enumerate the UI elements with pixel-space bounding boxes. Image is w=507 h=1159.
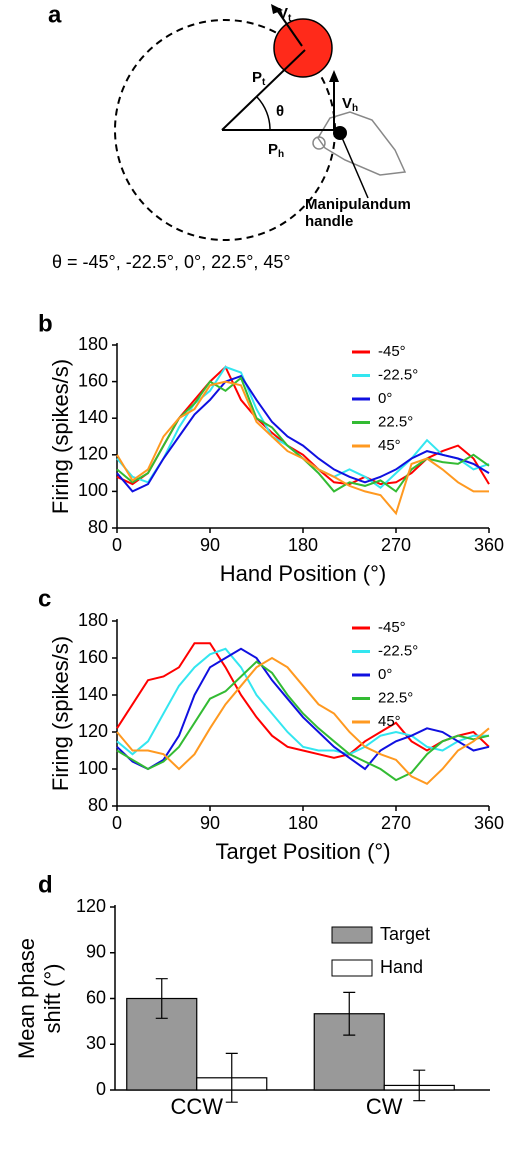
y-tick-label: 120 [76,896,106,916]
panel-label: a [48,1,62,28]
legend-label: Target [380,924,430,944]
x-tick-label: 90 [200,813,220,833]
legend-label: -22.5° [378,366,418,383]
y-tick-label: 80 [88,517,108,537]
subscript: h [278,149,284,160]
legend-label: Hand [380,957,423,977]
x-tick-label: 180 [288,535,318,555]
vh-label: Vh [342,95,358,114]
legend-swatch [331,926,373,944]
pointer [339,132,369,199]
y-tick-label: 30 [86,1033,106,1053]
diagram: a Vt Pt θ Vh Ph Manipulandum handle θ = … [48,1,411,271]
angle-arc [256,96,271,131]
series-line [116,642,490,759]
error-bar [155,978,168,1019]
error-bar [413,1069,426,1102]
pt-vector [221,49,306,131]
y-axis-label: Firing (spikes/s) [48,636,73,791]
handle-label: handle [305,213,353,230]
subscript: t [262,77,266,88]
x-axis-label: Hand Position (°) [220,561,387,586]
x-tick-label: 0 [112,535,122,555]
panel-label: d [38,871,53,898]
y-axis-label: shift (°) [40,964,65,1034]
series-line [116,374,490,493]
y-tick-label: 90 [86,942,106,962]
legend-label: 0° [378,666,392,683]
y-tick-label: 180 [78,610,108,630]
subscript: h [352,103,358,114]
x-tick-label: 270 [381,535,411,555]
subscript: t [288,13,292,24]
legend-label: 0° [378,390,392,407]
y-tick-label: 60 [86,987,106,1007]
panel-label: c [38,585,51,612]
series-line [116,380,489,516]
pt-label: Pt [252,69,266,88]
series-line [116,376,490,493]
label: P [252,69,262,86]
x-tick-label: 0 [112,813,122,833]
legend-label: -22.5° [378,642,418,659]
y-tick-label: 120 [78,444,108,464]
vt-arrow [276,9,303,47]
arrowhead [329,70,339,82]
y-tick-label: 160 [78,647,108,667]
x-axis-label: Target Position (°) [215,839,390,864]
y-tick-label: 100 [78,758,108,778]
panel-label: b [38,310,53,337]
x-tick-label: CCW [170,1094,223,1119]
error-bar [225,1052,238,1103]
series-line [116,656,490,785]
thumb [312,136,326,150]
ph-label: Ph [268,141,284,160]
y-tick-label: 180 [78,334,108,354]
series-line [116,660,490,782]
x-tick-label: CW [366,1094,403,1119]
y-tick-label: 0 [96,1079,106,1099]
legend-label: 22.5° [378,689,413,706]
y-axis-label: Mean phase [14,938,39,1059]
hand-outline [317,111,407,176]
x-tick-label: 360 [474,535,504,555]
y-tick-label: 160 [78,370,108,390]
y-tick-label: 120 [78,721,108,741]
handle-label: Manipulandum [305,196,411,213]
caption: θ = -45°, -22.5°, 0°, 22.5°, 45° [52,252,291,272]
legend-label: -45° [378,619,406,636]
y-tick-label: 140 [78,407,108,427]
target [273,18,333,78]
legend-label: 45° [378,437,401,454]
label: V [278,5,288,22]
x-tick-label: 180 [288,813,318,833]
label: P [268,141,278,158]
error-bar [343,991,356,1036]
x-tick-label: 270 [381,813,411,833]
y-tick-label: 80 [88,795,108,815]
label: V [342,95,352,112]
legend-label: 45° [378,713,401,730]
legend-swatch [331,959,373,977]
y-tick-label: 100 [78,480,108,500]
y-axis-label: Firing (spikes/s) [48,359,73,514]
x-tick-label: 360 [474,813,504,833]
vt-label: Vt [278,5,292,24]
legend-label: 22.5° [378,413,413,430]
series-line [116,647,490,771]
legend-label: -45° [378,343,406,360]
arrowhead [271,4,283,14]
y-tick-label: 140 [78,684,108,704]
series-line [116,647,489,756]
theta-label: θ [276,103,284,120]
x-tick-label: 90 [200,535,220,555]
